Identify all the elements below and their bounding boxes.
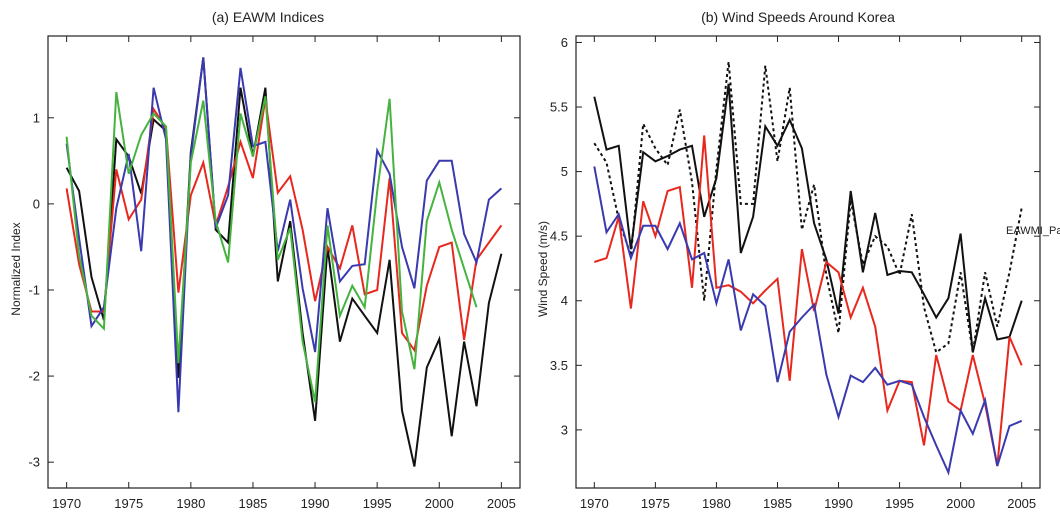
- panel-b: (b) Wind Speeds Around Korea Wind Speed …: [536, 9, 1060, 511]
- panel-a-title: (a) EAWM Indices: [212, 9, 324, 25]
- panel-a-ylabel: Normalized Index: [9, 222, 23, 315]
- panel-b-xtick-label-1985: 1985: [763, 496, 792, 511]
- panel-b-ytick-label-3.5: 3.5: [550, 358, 568, 373]
- panel-b-ytick-label-6: 6: [561, 35, 568, 50]
- panel-b-ytick-label-5: 5: [561, 164, 568, 179]
- panel-b-xtick-label-2000: 2000: [946, 496, 975, 511]
- panel-a: (a) EAWM Indices Normalized Index 1970 19…: [9, 9, 521, 511]
- panel-b-annotation: EAWMI_Park: [1006, 225, 1060, 237]
- panel-a-ytick-label--1: -1: [28, 282, 40, 297]
- panel-a-series-line-0: [65, 57, 503, 467]
- panel-a-xtick-label-2005: 2005: [487, 496, 516, 511]
- panel-a-xtick-label-1995: 1995: [363, 496, 392, 511]
- panel-b-ylabel: Wind Speed (m/s): [536, 221, 550, 317]
- panel-b-ytick-label-3: 3: [561, 422, 568, 437]
- panel-a-xtick-label-1980: 1980: [176, 496, 205, 511]
- panel-b-title: (b) Wind Speeds Around Korea: [701, 9, 895, 25]
- panel-b-xtick-label-1990: 1990: [824, 496, 853, 511]
- panel-b-ytick-label-5.5: 5.5: [550, 100, 568, 115]
- panel-b-ytick-label-4.5: 4.5: [550, 229, 568, 244]
- panel-a-ytick-label-1: 1: [33, 110, 40, 125]
- panel-b-content: 1970 1975 1980 1985 1990 1995 2000 2005 3 3.5 4 4.5…: [550, 35, 1040, 511]
- panel-a-ytick-label--2: -2: [28, 369, 40, 384]
- panel-b-xtick-label-1980: 1980: [702, 496, 731, 511]
- panel-b-xtick-label-1970: 1970: [580, 496, 609, 511]
- panel-b-xtick-label-1975: 1975: [641, 496, 670, 511]
- panel-b-xtick-label-2005: 2005: [1007, 496, 1036, 511]
- panel-a-series-line-3: [65, 91, 478, 403]
- panel-a-xtick-label-1985: 1985: [238, 496, 267, 511]
- panel-a-xtick-label-1975: 1975: [114, 496, 143, 511]
- panel-b-plot-frame: [575, 35, 1041, 489]
- panel-a-xtick-label-2000: 2000: [425, 496, 454, 511]
- panel-a-series-line-1: [65, 98, 503, 353]
- panel-b-series-line-2: [593, 135, 1023, 467]
- panel-b-xtick-label-1995: 1995: [885, 496, 914, 511]
- panel-a-xtick-label-1990: 1990: [301, 496, 330, 511]
- panel-a-content: 1970 1975 1980 1985 1990 1995 2000 2005 -3 -2 -1 0 1: [28, 36, 520, 511]
- panel-b-series-line-0: [593, 83, 1023, 353]
- panel-b-series-line-1: [593, 61, 1023, 355]
- panel-a-plot-frame: [47, 35, 521, 489]
- panel-b-series-line-3: [593, 166, 1023, 476]
- panel-a-xtick-label-1970: 1970: [52, 496, 81, 511]
- panel-b-ytick-label-4: 4: [561, 293, 568, 308]
- panel-a-series-line-2: [65, 57, 503, 413]
- panel-a-ytick-label-0: 0: [33, 196, 40, 211]
- panel-a-ytick-label--3: -3: [28, 455, 40, 470]
